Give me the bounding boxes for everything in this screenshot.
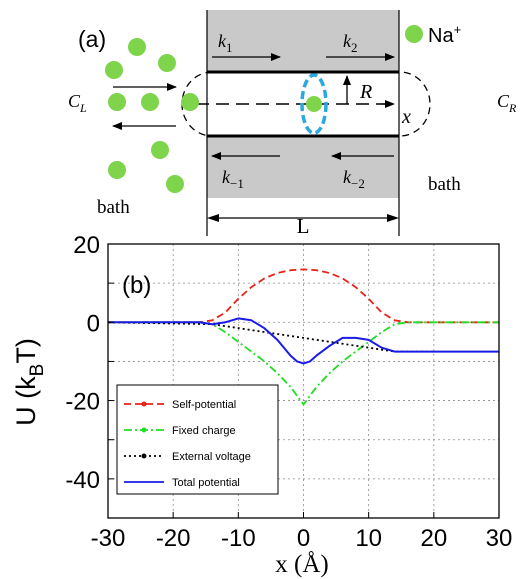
x-tick-label: -30 [91,525,126,552]
right-concentration-label: CR [497,91,517,115]
rate-k-minus2-label: k−2 [343,167,365,191]
x-axis-title: x (Å) [275,551,328,578]
ion-label: Na+ [428,22,461,47]
radius-label: R [359,81,372,103]
series-line [108,268,499,324]
na-ion [158,54,176,72]
na-ion [181,93,199,111]
legend-label: Total potential [172,477,240,489]
x-axis-label: x [401,106,411,128]
left-bath-label: bath [97,197,130,218]
legend-label: External voltage [172,451,251,463]
legend-label: Fixed charge [172,425,236,437]
rate-k2-label: k2 [343,31,358,55]
rate-k1-label: k1 [218,31,233,55]
channel-length-label: L [297,214,310,238]
chart-ticks: -30 -20 -10 0 10 20 30 20 0 -20 -40 [65,232,512,552]
panel-label-b: (b) [122,272,151,299]
x-tick-label: 0 [297,525,310,552]
schematic-panel: (a) Na+ k1 k2 k−1 k−2 R x CL CR bath bat… [68,10,517,238]
chart-series [107,268,499,406]
series-line [108,317,499,365]
chart-legend: Self-potential Fixed charge External volta… [116,384,279,495]
y-axis-title: U (kBT) [11,338,48,426]
x-tick-label: -10 [221,525,256,552]
length-arrow-left [207,214,219,222]
x-tick-label: -20 [156,525,191,552]
series-line [108,321,499,406]
na-ion-in-pore [306,96,322,112]
channel-wall-bottom [207,136,399,198]
rate-k-minus1-label: k−1 [222,167,244,191]
legend-marker [141,453,147,459]
right-bath-label: bath [428,174,461,195]
left-concentration-label: CL [68,91,87,115]
y-tick-label: 0 [87,310,100,337]
channel-wall-top [207,10,399,72]
na-ion [166,175,184,193]
legend-marker [141,427,147,433]
y-tick-label: 20 [73,232,100,259]
potential-chart: -30 -20 -10 0 10 20 30 20 0 -20 -40 (b) U (kBT) x … [11,232,512,578]
na-ion [108,93,126,111]
x-tick-label: 20 [420,525,447,552]
na-legend-ion [405,25,423,43]
panel-label-a: (a) [78,26,106,52]
sodium-ions [105,25,423,193]
legend-marker [141,401,147,407]
y-tick-label: -20 [65,389,100,416]
length-arrow-right [387,214,399,222]
ion-selection-ellipse [300,73,328,135]
na-ion [151,141,169,159]
na-ion [108,161,126,179]
legend-label: Self-potential [172,399,236,411]
na-ion [128,38,146,56]
na-ion [105,61,123,79]
series-line [107,321,434,353]
y-tick-label: -40 [65,467,100,494]
x-tick-label: 30 [486,525,513,552]
na-ion [141,93,159,111]
x-tick-label: 10 [355,525,382,552]
